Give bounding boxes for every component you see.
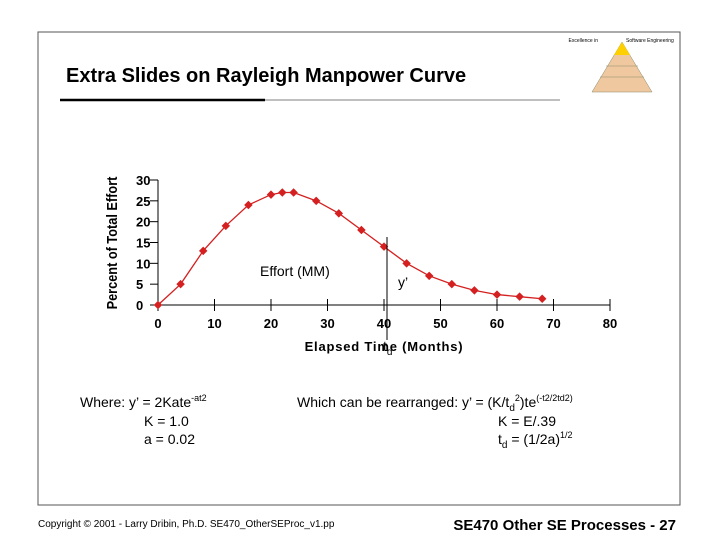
y-tick-label: 10 [136,256,150,271]
marker-label: td [383,338,392,358]
formula-part: 2 [515,393,520,403]
data-point [492,290,502,299]
formula-line: K = E/.39 [498,413,556,429]
x-tick-label: 70 [546,316,560,331]
y-tick-label: 0 [136,298,143,313]
formula-part: (-t2/2td2) [536,393,573,403]
data-point [537,294,547,303]
formula-part: K = 1.0 [144,413,189,429]
formula-part: K = E/.39 [498,413,556,429]
marker-label-main: t [383,338,387,354]
formula-part: a = 0.02 [144,431,195,447]
footer-course: SE470 Other SE Processes - 27 [453,517,676,534]
series-label: Effort (MM) [260,263,330,279]
series-line [157,191,543,306]
y-tick-label: 30 [136,173,150,188]
slide-title: Extra Slides on Rayleigh Manpower Curve [66,65,466,87]
marker-label-sub: d [387,347,393,358]
data-point [266,190,276,199]
data-point [176,279,185,289]
y-tick-label: 20 [136,215,150,230]
data-point [424,271,434,281]
data-point [198,246,208,256]
formula-part: -at2 [191,393,207,403]
data-point [289,188,298,197]
formula-part: )te [520,394,537,410]
x-tick-label: 30 [320,316,334,331]
logo-text: Software Engineering [626,38,674,44]
x-tick-label: 80 [603,316,617,331]
y-tick-label: 5 [136,277,143,292]
formula-part: d [502,440,508,451]
logo-text: Excellence in [569,38,599,44]
data-point [221,221,231,231]
footer-copyright: Copyright © 2001 - Larry Dribin, Ph.D. S… [38,519,335,530]
data-point [447,279,457,289]
x-tick-label: 0 [154,316,161,331]
annotation: y’ [398,274,408,290]
formula-line: K = 1.0 [144,413,189,429]
formula-line: Which can be rearranged: y’ = (K/td2)te(… [297,393,573,414]
formula-part: Which can be rearranged: y’ = (K/t [297,394,509,410]
formula-part: Where: y’ = 2Kate [80,394,191,410]
formula-part: t [498,431,502,447]
data-point [278,188,287,197]
formula-part: = (1/2a) [507,431,560,447]
x-tick-label: 20 [264,316,278,331]
x-tick-label: 50 [433,316,447,331]
chart: 0 5 10 15 20 25 30 0 10 20 30 40 50 60 70 80 Elapsed Tim… [103,173,617,358]
y-tick-label: 15 [136,236,150,251]
formula-part: d [509,403,515,414]
formula-line: Where: y’ = 2Kate-at2 [80,393,207,410]
y-axis-label: Percent of Total Effort [103,176,120,309]
x-tick-label: 60 [490,316,504,331]
data-point [515,292,524,301]
data-point [470,286,479,295]
formula-line: a = 0.02 [144,431,195,447]
slide-border [37,31,681,506]
x-tick-label: 40 [377,316,391,331]
y-tick-label: 25 [136,194,150,209]
logo: Excellence in Software Engineering [569,38,674,93]
formula-part: 1/2 [560,430,573,440]
data-point [379,242,389,251]
data-point [153,300,163,310]
logo-pyramid [591,41,653,93]
data-point [357,225,366,235]
data-point [402,259,411,268]
data-point [334,209,344,218]
data-point [311,196,321,206]
formula-line: td = (1/2a)1/2 [498,430,573,451]
logo-apex [614,42,630,55]
data-point [244,200,253,210]
x-axis-label: Elapsed Time (Months) [305,339,464,354]
x-tick-label: 10 [207,316,221,331]
